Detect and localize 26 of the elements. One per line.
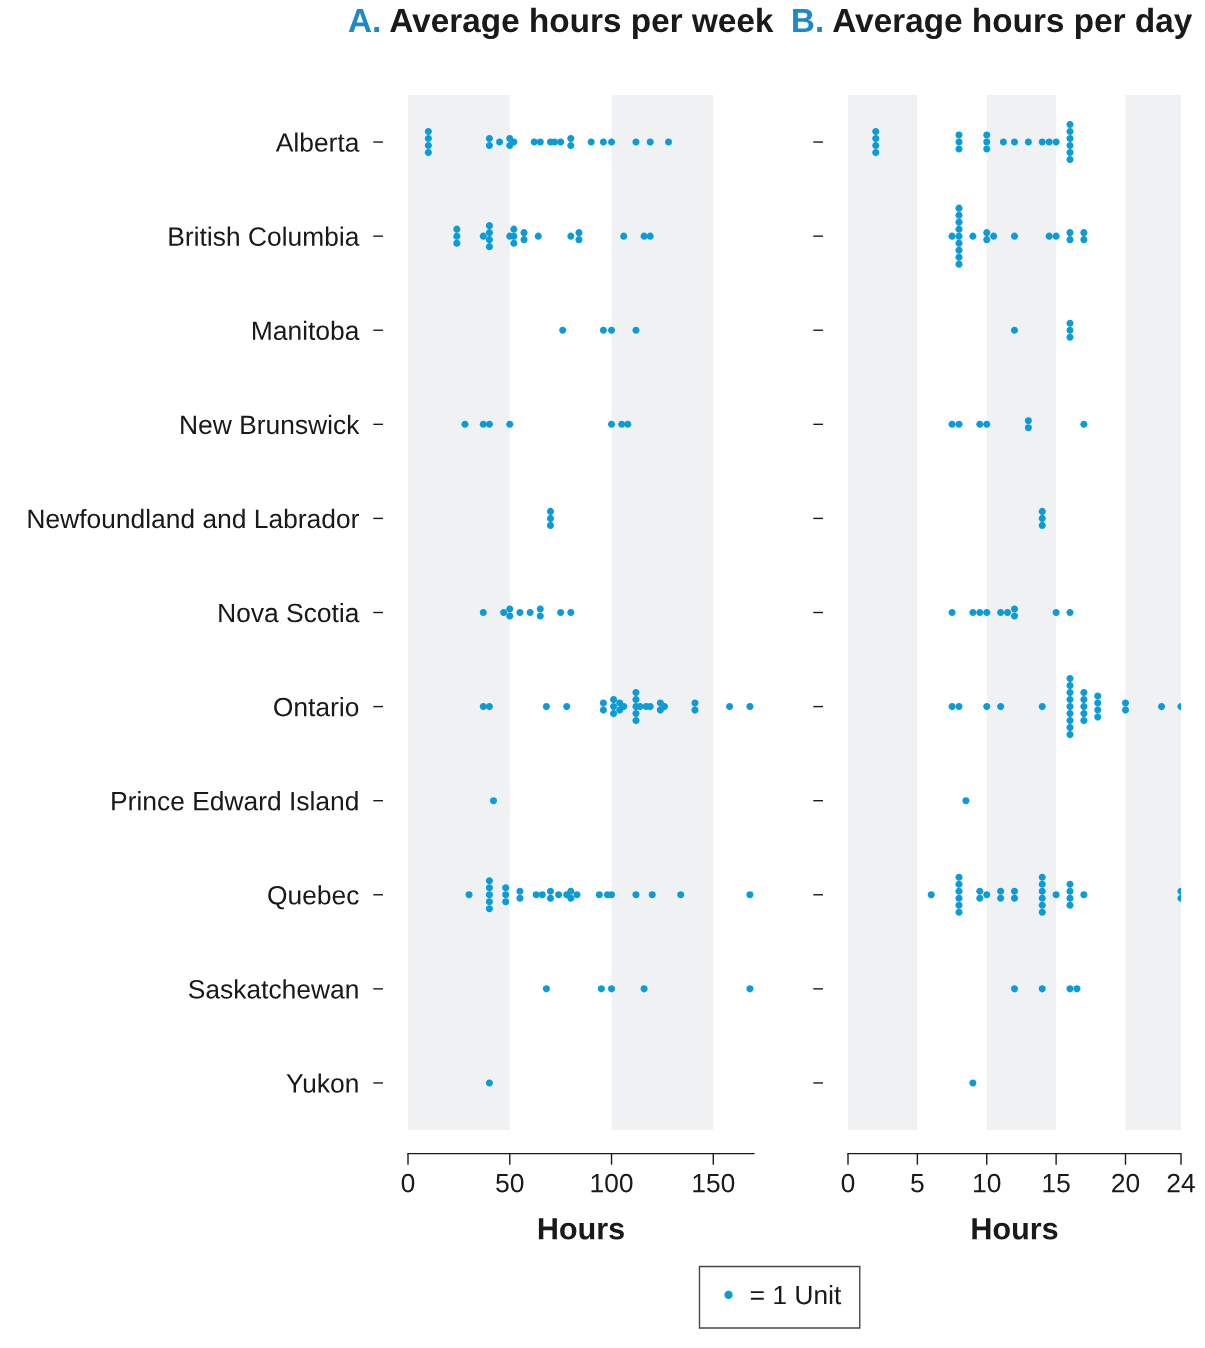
x-tick-label: 24 — [1167, 1173, 1195, 1193]
x-axis-title: Hours — [538, 1218, 624, 1240]
chart-title: A. Average hours per week — [348, 7, 774, 40]
y-tick-label: New Brunswick — [181, 414, 360, 435]
y-tick-label: Nova Scotia — [219, 602, 360, 623]
x-axis-title: Hours — [972, 1218, 1058, 1240]
y-tick-label: British Columbia — [169, 226, 360, 246]
x-tick-label: 20 — [1112, 1173, 1140, 1193]
x-tick-label: 0 — [841, 1173, 855, 1193]
y-tick-label: Newfoundland and Labrador — [28, 508, 359, 529]
y-tick-label: Saskatchewan — [188, 979, 358, 999]
x-tick-label: 15 — [1043, 1174, 1070, 1193]
y-tick-label: Prince Edward Island — [112, 791, 358, 811]
y-tick-label: Manitoba — [253, 320, 360, 341]
chart-title: B. Average hours per day — [793, 7, 1193, 40]
y-tick-label: Quebec — [268, 885, 359, 910]
x-tick-label: 0 — [401, 1173, 415, 1193]
x-tick-label: 150 — [693, 1173, 735, 1193]
y-tick-label: Yukon — [286, 1073, 358, 1093]
y-tick-label: Ontario — [274, 697, 359, 717]
x-tick-label: 5 — [911, 1174, 924, 1193]
y-tick-label: Alberta — [275, 132, 360, 152]
legend-label: = 1 Unit — [750, 1284, 842, 1305]
x-tick-label: 100 — [591, 1173, 633, 1193]
x-tick-label: 10 — [974, 1173, 1001, 1193]
x-tick-label: 50 — [496, 1173, 524, 1193]
